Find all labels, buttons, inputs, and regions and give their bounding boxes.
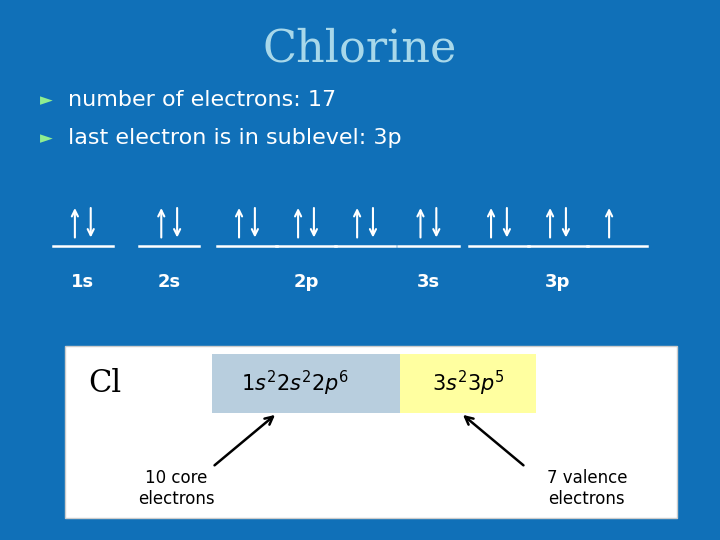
FancyBboxPatch shape xyxy=(65,346,677,518)
Text: number of electrons: 17: number of electrons: 17 xyxy=(68,90,336,110)
Text: 1s: 1s xyxy=(71,273,94,292)
Text: $1s^22s^22p^6$: $1s^22s^22p^6$ xyxy=(241,369,349,398)
Text: 2s: 2s xyxy=(158,273,181,292)
Text: electrons: electrons xyxy=(549,490,625,509)
Text: Cl: Cl xyxy=(88,368,121,399)
Text: 2p: 2p xyxy=(293,273,319,292)
Text: 3s: 3s xyxy=(417,273,440,292)
FancyBboxPatch shape xyxy=(212,354,400,413)
Text: 10 core: 10 core xyxy=(145,469,207,487)
Text: $3s^23p^5$: $3s^23p^5$ xyxy=(432,369,504,398)
FancyBboxPatch shape xyxy=(400,354,536,413)
Text: 3p: 3p xyxy=(545,273,571,292)
Text: Chlorine: Chlorine xyxy=(263,27,457,70)
Text: ►: ► xyxy=(40,91,53,109)
Text: 7 valence: 7 valence xyxy=(546,469,627,487)
Text: last electron is in sublevel: 3p: last electron is in sublevel: 3p xyxy=(68,127,402,148)
Text: electrons: electrons xyxy=(138,490,215,509)
Text: ►: ► xyxy=(40,129,53,147)
